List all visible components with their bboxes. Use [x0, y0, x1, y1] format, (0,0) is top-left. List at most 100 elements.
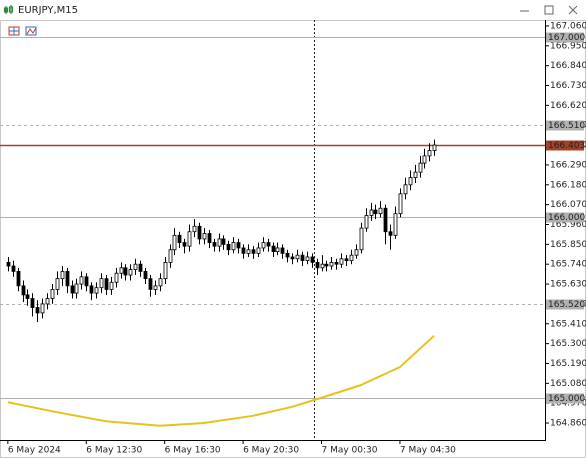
y-tick-label: 165.190: [550, 359, 586, 369]
candle-body: [310, 256, 315, 263]
candle-body: [354, 249, 359, 256]
candle-body: [79, 276, 84, 285]
candle-body: [261, 242, 266, 249]
candle-body: [114, 272, 119, 283]
close-button[interactable]: [568, 5, 578, 15]
candle-body: [172, 234, 177, 251]
candle-body: [369, 209, 374, 216]
candle-body: [168, 249, 173, 263]
price-level-box: [546, 212, 584, 223]
candle-body: [109, 281, 114, 290]
y-tick-label: 166.180: [550, 180, 586, 190]
candle-body: [315, 261, 320, 269]
candle-body: [422, 155, 427, 164]
window-title: EURJPY,M15: [18, 5, 78, 16]
y-tick-label: 164.970: [550, 399, 586, 409]
candle-body: [70, 285, 75, 294]
candle-body: [74, 283, 79, 294]
candle-body: [25, 294, 30, 299]
candle-body: [344, 258, 349, 261]
price-level-label: 166.403: [548, 141, 585, 151]
price-level-label: 166.000: [548, 213, 585, 223]
candle-body: [403, 184, 408, 195]
candle-body: [251, 249, 256, 254]
candle-body: [84, 276, 89, 287]
y-tick-label: 166.620: [550, 101, 586, 111]
y-tick-label: 166.840: [550, 61, 586, 71]
candle-body: [427, 150, 432, 157]
candle-body: [153, 285, 158, 290]
candle-body: [89, 285, 94, 294]
candle-body: [266, 242, 271, 247]
candle-body: [21, 285, 26, 296]
candle-body: [339, 258, 344, 265]
candle-body: [388, 231, 393, 236]
candle-body: [373, 209, 378, 215]
candle-body: [212, 242, 217, 247]
candle-body: [35, 307, 40, 314]
candle-body: [60, 271, 65, 280]
y-tick-label: 165.630: [550, 280, 586, 290]
y-tick-label: 165.300: [550, 339, 586, 349]
candle-body: [432, 144, 437, 151]
candle-body: [364, 215, 369, 229]
candle-body: [163, 261, 168, 280]
candle-body: [305, 256, 310, 261]
candle-body: [99, 278, 104, 289]
chart-frame: [0, 20, 586, 458]
candle-body: [40, 303, 45, 314]
y-tick-label: 165.960: [550, 220, 586, 230]
candle-body: [393, 213, 398, 236]
price-level-box: [546, 140, 584, 151]
candle-body: [30, 298, 35, 308]
candle-body: [45, 298, 50, 305]
candle-body: [158, 278, 163, 287]
candle-body: [197, 225, 202, 240]
candle-body: [202, 233, 207, 240]
price-level-label: 165.520: [548, 300, 585, 310]
candle-body: [221, 238, 226, 245]
candle-body: [280, 247, 285, 254]
candle-body: [241, 247, 246, 254]
candle-body: [182, 242, 187, 247]
candle-body: [65, 271, 70, 287]
price-level-label: 167.000: [548, 33, 585, 43]
y-tick-label: 166.950: [550, 41, 586, 51]
candle-body: [148, 278, 153, 290]
candle-body: [226, 243, 231, 251]
y-tick-label: 165.080: [550, 379, 586, 389]
y-tick-label: 165.850: [550, 240, 586, 250]
candle-body: [50, 289, 55, 299]
candle-body: [408, 177, 413, 186]
candle-body: [6, 261, 11, 267]
candle-body: [138, 263, 143, 272]
candle-body: [123, 267, 128, 276]
window-icon: [3, 5, 14, 14]
candle-body: [300, 254, 305, 261]
candle-body: [128, 269, 133, 276]
title-bar: [0, 0, 586, 20]
candle-body: [16, 271, 21, 287]
toolbar-icons[interactable]: [8, 26, 37, 36]
candle-body: [329, 261, 334, 267]
candle-body: [133, 263, 138, 271]
candle-body: [246, 249, 251, 254]
y-tick-label: 166.730: [550, 81, 586, 91]
x-tick-label: 6 May 2024: [8, 446, 61, 456]
candle-body: [418, 162, 423, 173]
candle-body: [55, 278, 60, 290]
y-tick-label: 164.860: [550, 419, 586, 429]
price-level-box: [546, 120, 584, 131]
x-tick-label: 7 May 04:30: [400, 446, 456, 456]
candle-body: [11, 265, 16, 272]
candle-body: [271, 245, 276, 252]
candle-body: [207, 233, 212, 243]
price-level-label: 165.000: [548, 394, 585, 404]
candle-body: [334, 261, 339, 265]
candle-body: [236, 242, 241, 249]
candle-body: [104, 278, 109, 290]
price-level-label: 166.510: [548, 121, 585, 131]
maximize-button[interactable]: [544, 5, 554, 15]
candle-body: [217, 238, 222, 247]
